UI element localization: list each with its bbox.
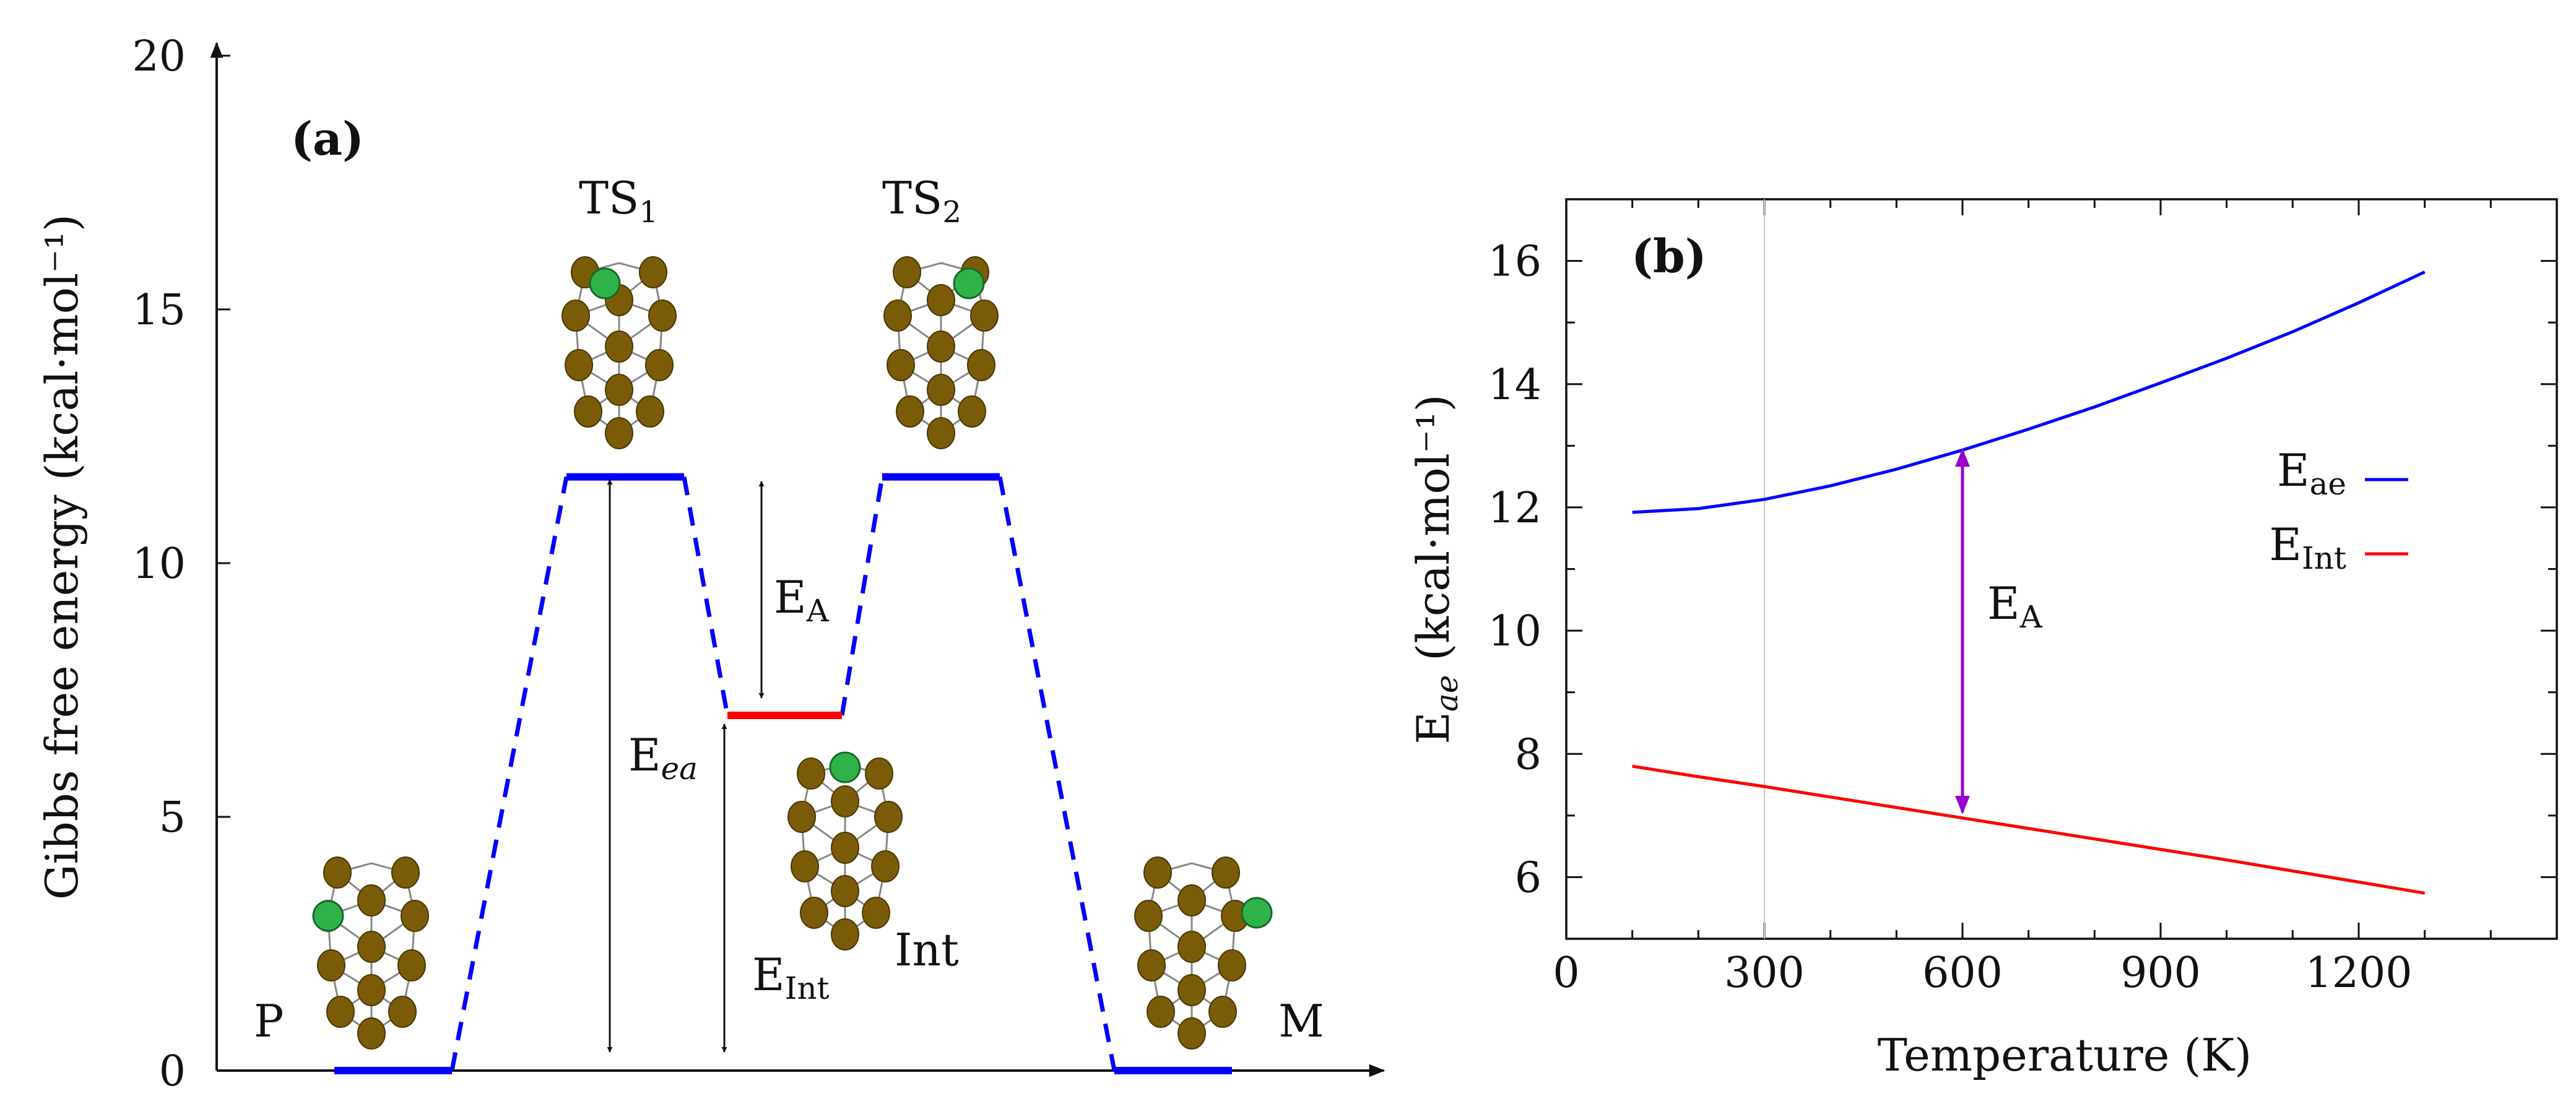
b-x-tick-label: 600 (1922, 949, 2003, 998)
a-y-tick-label: 5 (159, 793, 186, 842)
b-arrow-label: EA (1987, 577, 2043, 635)
b-y-tick-label: 6 (1515, 853, 1542, 902)
a-y-tick-label: 10 (132, 540, 186, 589)
b-x-axis-label: Temperature (K) (1878, 1029, 2252, 1081)
connector-0 (449, 476, 569, 1071)
label-e-a: EA (774, 571, 830, 629)
label-e-ea: Eea (628, 729, 698, 787)
b-y-tick-label: 8 (1515, 730, 1542, 779)
dopant-ts2-atom (953, 267, 985, 300)
b-y-tick-label: 14 (1488, 361, 1542, 410)
dopant-int-atom (829, 751, 861, 783)
series-line-eint (1632, 764, 2426, 895)
panel-b: 0 300 600 900 1200 6 8 10 12 14 16 EA (b) Temperat… (1407, 198, 2558, 1081)
series-line-eae (1632, 270, 2426, 514)
legend-label-eint: EInt (2269, 519, 2346, 576)
b-x-tick-label: 300 (1724, 949, 1805, 998)
legend-label-eae: Eae (2277, 444, 2346, 502)
dopant-ts1-atom (589, 267, 621, 300)
b-y-tick-label: 12 (1488, 484, 1542, 533)
b-y-tick-label: 10 (1488, 607, 1542, 656)
connector-3 (997, 476, 1117, 1071)
b-x-tick-label: 0 (1553, 949, 1579, 998)
a-y-tick-label: 20 (132, 32, 186, 81)
b-x-tick-label: 900 (2120, 949, 2201, 998)
state-label-int: Int (895, 924, 959, 976)
b-legend: Eae EInt (2269, 444, 2408, 576)
a-y-axis-label: Gibbs free energy (kcal·mol⁻¹) (36, 214, 88, 900)
b-x-tick-label: 1200 (2305, 949, 2412, 998)
panel-a-label: (a) (291, 113, 364, 166)
cluster-p-image (313, 856, 430, 1050)
cluster-int-image (787, 757, 903, 951)
dopant-p-atom (312, 900, 344, 932)
state-label-ts2: TS2 (882, 172, 961, 230)
b-plot-frame (1565, 198, 2558, 940)
label-e-int: EInt (752, 949, 830, 1006)
panel-b-label: (b) (1631, 230, 1707, 283)
panel-a: 0 5 10 15 20 (a) Gibbs free energy (kcal·mol… (36, 32, 1386, 1096)
dopant-m-atom (1241, 897, 1273, 929)
state-label-m: M (1278, 995, 1324, 1047)
a-y-tick-label: 0 (159, 1047, 186, 1096)
cluster-m-image (1134, 856, 1250, 1050)
state-label-p: P (254, 995, 284, 1047)
b-y-tick-label: 16 (1488, 238, 1542, 287)
a-y-tick-label: 15 (132, 286, 186, 335)
state-label-ts1: TS1 (579, 172, 658, 230)
connector-1 (682, 476, 730, 716)
b-y-axis-label: Eae (kcal·mol⁻¹) (1407, 394, 1465, 744)
connector-2 (839, 477, 885, 716)
